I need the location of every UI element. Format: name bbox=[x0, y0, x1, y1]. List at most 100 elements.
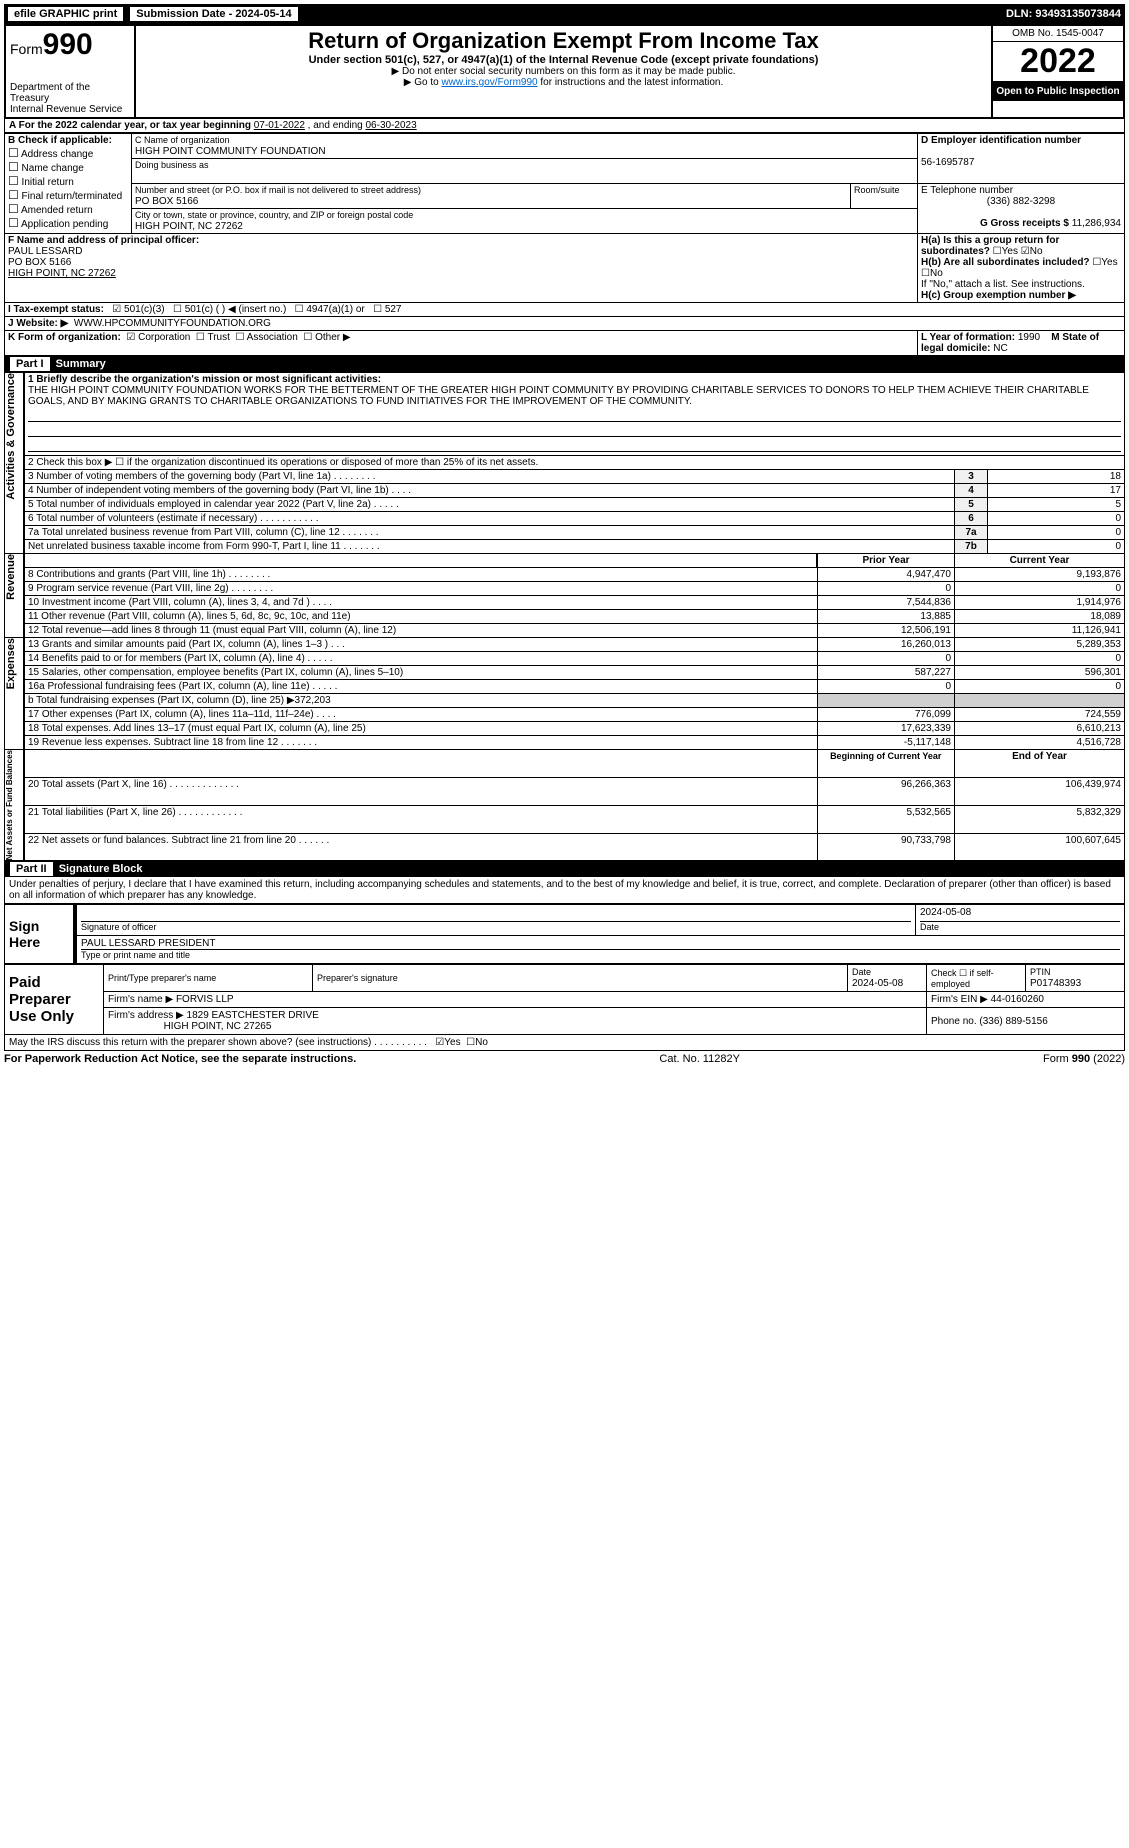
form-title: Return of Organization Exempt From Incom… bbox=[140, 28, 987, 54]
irs-link[interactable]: www.irs.gov/Form990 bbox=[441, 77, 537, 88]
paid-preparer-label: Paid Preparer Use Only bbox=[5, 965, 104, 1035]
prep-ptin: PTINP01748393 bbox=[1026, 965, 1125, 992]
sig-officer: Signature of officer bbox=[75, 905, 916, 936]
form-subtitle: Under section 501(c), 527, or 4947(a)(1)… bbox=[140, 54, 987, 66]
line-3: 3 Number of voting members of the govern… bbox=[24, 470, 955, 484]
room-suite: Room/suite bbox=[851, 184, 918, 209]
firm-addr: Firm's address ▶ 1829 EASTCHESTER DRIVE … bbox=[104, 1008, 927, 1035]
current-year-header: Current Year bbox=[955, 554, 1125, 568]
line-5: 5 Total number of individuals employed i… bbox=[24, 498, 955, 512]
form-label: Form bbox=[10, 41, 43, 57]
entity-table: B Check if applicable: ☐ Address change … bbox=[4, 133, 1125, 356]
box-j: J Website: ▶ WWW.HPCOMMUNITYFOUNDATION.O… bbox=[5, 317, 1125, 331]
signature-table: Sign Here Signature of officer 2024-05-0… bbox=[4, 904, 1125, 964]
submission-date: Submission Date - 2024-05-14 bbox=[129, 6, 298, 22]
part1-table: Activities & Governance 1 Briefly descri… bbox=[4, 372, 1125, 861]
line-17: 17 Other expenses (Part IX, column (A), … bbox=[24, 708, 817, 722]
note-goto: ▶ Go to www.irs.gov/Form990 for instruct… bbox=[140, 77, 987, 88]
box-c-street: Number and street (or P.O. box if mail i… bbox=[132, 184, 851, 209]
eoy-header: End of Year bbox=[955, 750, 1125, 778]
box-k: K Form of organization: ☑ Corporation ☐ … bbox=[5, 331, 918, 356]
box-c-name: C Name of organization HIGH POINT COMMUN… bbox=[132, 134, 918, 159]
box-e-g: E Telephone number (336) 882-3298 G Gros… bbox=[918, 184, 1125, 234]
line-18: 18 Total expenses. Add lines 13–17 (must… bbox=[24, 722, 817, 736]
prep-sig: Preparer's signature bbox=[313, 965, 848, 992]
line-9: 9 Program service revenue (Part VIII, li… bbox=[24, 582, 817, 596]
box-b: B Check if applicable: ☐ Address change … bbox=[5, 134, 132, 234]
discuss-line: May the IRS discuss this return with the… bbox=[4, 1035, 1125, 1051]
side-rev: Revenue bbox=[5, 554, 17, 600]
blank-b bbox=[24, 554, 817, 568]
line-7a: 7a Total unrelated business revenue from… bbox=[24, 526, 955, 540]
gross-receipts: 11,286,934 bbox=[1072, 218, 1121, 229]
box-i: I Tax-exempt status: ☑ 501(c)(3) ☐ 501(c… bbox=[5, 303, 1125, 317]
box-h: H(a) Is this a group return for subordin… bbox=[918, 234, 1125, 303]
box-f: F Name and address of principal officer:… bbox=[5, 234, 918, 303]
top-bar: efile GRAPHIC print Submission Date - 20… bbox=[4, 4, 1125, 24]
pra-notice: For Paperwork Reduction Act Notice, see … bbox=[4, 1053, 356, 1065]
prep-self: Check ☐ if self-employed bbox=[927, 965, 1026, 992]
side-exp: Expenses bbox=[5, 638, 17, 689]
form-number: 990 bbox=[43, 28, 93, 61]
org-name: HIGH POINT COMMUNITY FOUNDATION bbox=[135, 146, 326, 157]
line-2: 2 Check this box ▶ ☐ if the organization… bbox=[24, 456, 1125, 470]
website: WWW.HPCOMMUNITYFOUNDATION.ORG bbox=[74, 318, 271, 329]
firm-name: Firm's name ▶ FORVIS LLP bbox=[104, 992, 927, 1008]
phone: (336) 882-3298 bbox=[921, 196, 1121, 207]
part2-header: Part II Signature Block bbox=[4, 861, 1125, 877]
period-line: A For the 2022 calendar year, or tax yea… bbox=[4, 119, 1125, 133]
sig-declaration: Under penalties of perjury, I declare th… bbox=[4, 877, 1125, 904]
tax-year: 2022 bbox=[993, 42, 1123, 82]
box-c-city: City or town, state or province, country… bbox=[132, 209, 918, 234]
part1-header: Part I Summary bbox=[4, 356, 1125, 372]
bcy-header: Beginning of Current Year bbox=[817, 750, 955, 778]
sig-printed: PAUL LESSARD PRESIDENT Type or print nam… bbox=[75, 936, 1125, 964]
box-c-dba: Doing business as bbox=[132, 159, 918, 184]
header-left: Form990 Department of the Treasury Inter… bbox=[6, 26, 136, 117]
mission-block: 1 Briefly describe the organization's mi… bbox=[24, 373, 1125, 456]
mission-text: THE HIGH POINT COMMUNITY FOUNDATION WORK… bbox=[28, 385, 1089, 407]
line-10: 10 Investment income (Part VIII, column … bbox=[24, 596, 817, 610]
line-8: 8 Contributions and grants (Part VIII, l… bbox=[24, 568, 817, 582]
line-16a: 16a Professional fundraising fees (Part … bbox=[24, 680, 817, 694]
form-ref: Form 990 (2022) bbox=[1043, 1053, 1125, 1065]
line-14: 14 Benefits paid to or for members (Part… bbox=[24, 652, 817, 666]
line-13: 13 Grants and similar amounts paid (Part… bbox=[24, 638, 817, 652]
irs: Internal Revenue Service bbox=[10, 104, 130, 115]
open-to-public: Open to Public Inspection bbox=[993, 82, 1123, 101]
line-6: 6 Total number of volunteers (estimate i… bbox=[24, 512, 955, 526]
line-11: 11 Other revenue (Part VIII, column (A),… bbox=[24, 610, 817, 624]
form-header: Form990 Department of the Treasury Inter… bbox=[4, 24, 1125, 119]
line-21: 21 Total liabilities (Part X, line 26) .… bbox=[24, 805, 817, 833]
line-20: 20 Total assets (Part X, line 16) . . . … bbox=[24, 777, 817, 805]
line-19: 19 Revenue less expenses. Subtract line … bbox=[24, 736, 817, 750]
ein: 56-1695787 bbox=[921, 157, 974, 168]
dept-treasury: Department of the Treasury bbox=[10, 82, 130, 104]
note-ssn: ▶ Do not enter social security numbers o… bbox=[140, 66, 987, 77]
omb-number: OMB No. 1545-0047 bbox=[993, 26, 1123, 42]
firm-ein: Firm's EIN ▶ 44-0160260 bbox=[927, 992, 1125, 1008]
period-end: 06-30-2023 bbox=[366, 120, 417, 131]
cat-no: Cat. No. 11282Y bbox=[659, 1053, 740, 1065]
firm-phone: Phone no. (336) 889-5156 bbox=[927, 1008, 1125, 1035]
efile-label: efile GRAPHIC print bbox=[8, 7, 123, 21]
sig-date: 2024-05-08 Date bbox=[916, 905, 1125, 936]
dln: DLN: 93493135073844 bbox=[1006, 8, 1121, 20]
box-l-m: L Year of formation: 1990 M State of leg… bbox=[918, 331, 1125, 356]
street: PO BOX 5166 bbox=[135, 196, 198, 207]
line-22: 22 Net assets or fund balances. Subtract… bbox=[24, 833, 817, 861]
line-4: 4 Number of independent voting members o… bbox=[24, 484, 955, 498]
prep-date: Date2024-05-08 bbox=[848, 965, 927, 992]
sign-here: Sign Here bbox=[5, 905, 76, 964]
side-ag: Activities & Governance bbox=[5, 373, 17, 500]
prior-year-header: Prior Year bbox=[817, 554, 955, 568]
prep-name: Print/Type preparer's name bbox=[104, 965, 313, 992]
line-15: 15 Salaries, other compensation, employe… bbox=[24, 666, 817, 680]
period-begin: 07-01-2022 bbox=[254, 120, 305, 131]
line-16b: b Total fundraising expenses (Part IX, c… bbox=[24, 694, 817, 708]
side-nafb: Net Assets or Fund Balances bbox=[5, 750, 14, 860]
header-center: Return of Organization Exempt From Incom… bbox=[136, 26, 991, 117]
line-7b: Net unrelated business taxable income fr… bbox=[24, 540, 955, 554]
preparer-table: Paid Preparer Use Only Print/Type prepar… bbox=[4, 964, 1125, 1035]
footer: For Paperwork Reduction Act Notice, see … bbox=[4, 1051, 1125, 1065]
